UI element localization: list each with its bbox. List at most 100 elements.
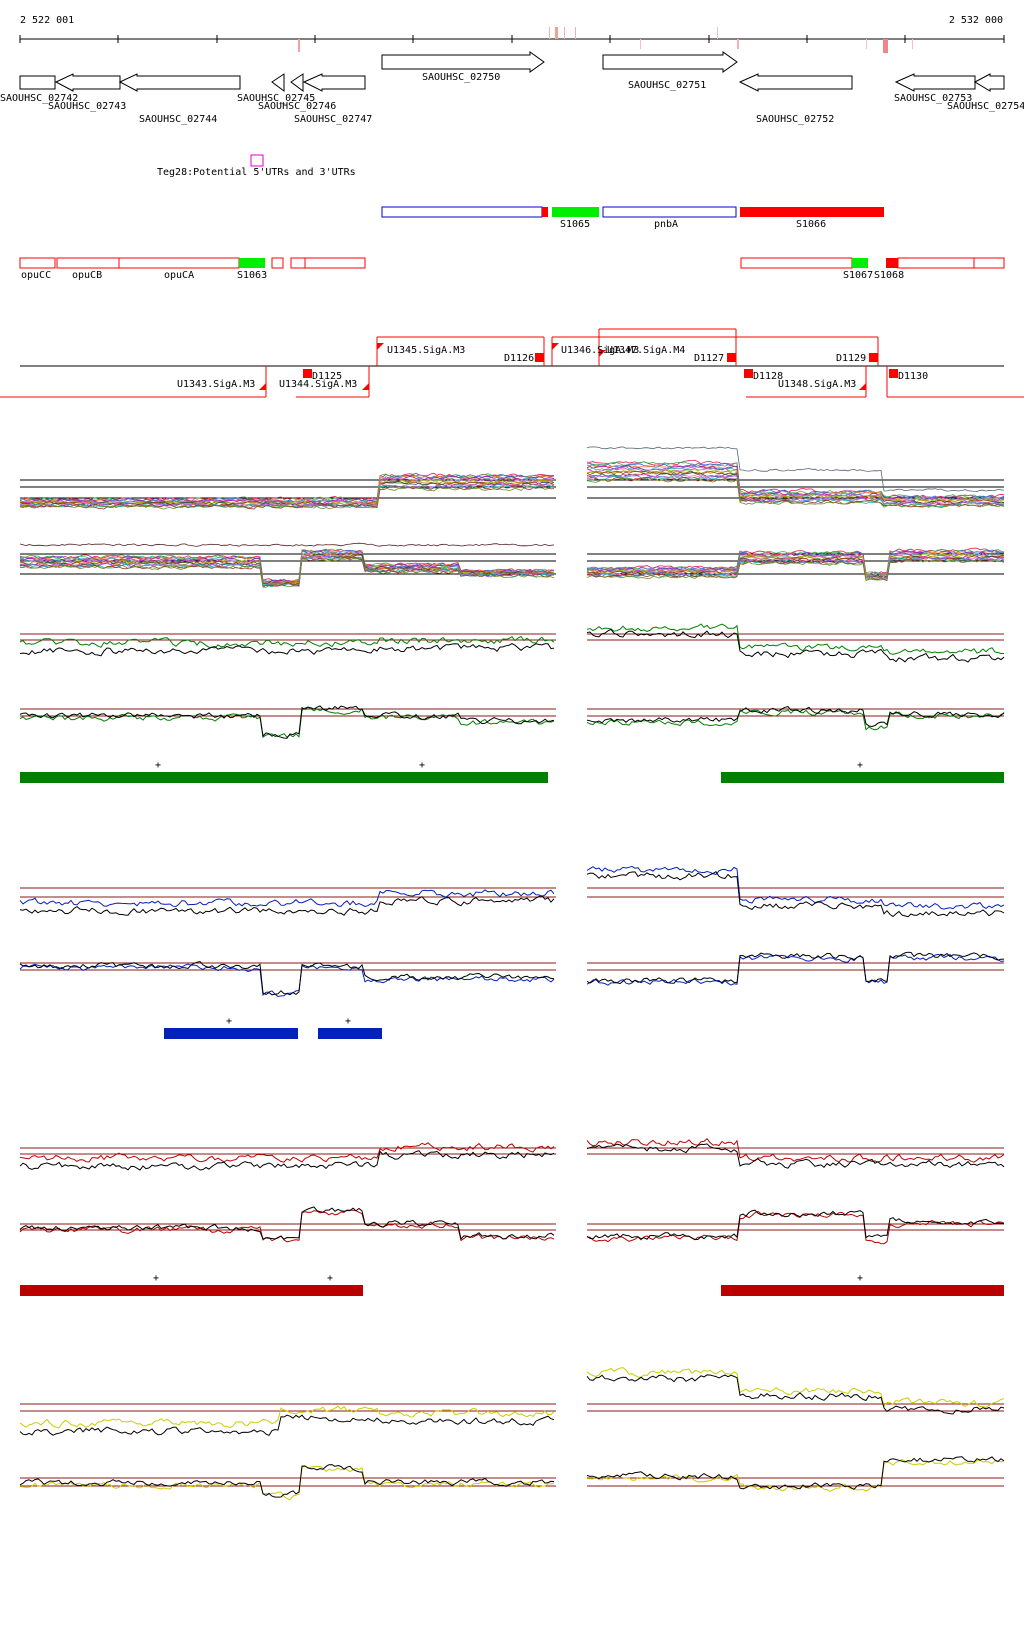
promoter-flag[interactable] [259, 383, 266, 390]
coordinate-ruler: 2 522 001 2 532 000 [19, 15, 1005, 53]
promoter-flag[interactable] [552, 343, 559, 350]
strand-trace [19, 635, 555, 649]
sample-trace [19, 483, 555, 508]
teg28-marker[interactable] [250, 154, 264, 167]
strand-trace [586, 1143, 1005, 1169]
strand-trace [587, 1458, 1005, 1492]
plus-mark: + [153, 1273, 159, 1284]
sample-trace [19, 550, 555, 584]
red-segment-bar[interactable] [20, 1285, 363, 1296]
segment[interactable] [271, 257, 284, 269]
gene-arrow-02754[interactable] [973, 73, 1005, 92]
gene-label: SAOUHSC_02745 [237, 93, 315, 104]
sample-trace [586, 553, 1005, 578]
strand-trace [586, 1456, 1005, 1491]
segment[interactable] [304, 257, 366, 269]
gene-arrow-02753[interactable] [894, 73, 976, 92]
strand-trace [586, 1210, 1005, 1245]
sample-trace [19, 486, 555, 510]
segment-label: opuCA [164, 270, 194, 281]
sample-trace [19, 549, 555, 584]
gene-arrow-02747[interactable] [302, 73, 366, 92]
teg28-label: Teg28:Potential 5'UTRs and 3'UTRs [157, 167, 356, 178]
promoter-flag[interactable] [859, 383, 866, 390]
segment[interactable] [897, 257, 975, 269]
sample-trace [586, 558, 1005, 582]
terminator-block[interactable] [889, 369, 898, 378]
gene-arrow-02752[interactable] [738, 73, 853, 92]
blue-segment-bar[interactable] [318, 1028, 382, 1039]
segment-label: S1065 [560, 219, 590, 230]
sample-trace [19, 481, 555, 508]
segment-s1065[interactable] [552, 207, 599, 217]
gene-arrow-02742[interactable] [19, 75, 56, 90]
sample-trace [19, 542, 555, 547]
strand-trace [586, 953, 1005, 986]
segment-s1066[interactable] [740, 207, 884, 217]
sample-trace [586, 557, 1005, 582]
segment[interactable] [973, 257, 1005, 269]
promoter-label: U1344.SigA.M3 [279, 379, 357, 390]
promoter-flag[interactable] [362, 383, 369, 390]
blue-segment-bar[interactable] [164, 1028, 298, 1039]
segment-label: S1063 [237, 270, 267, 281]
gene-label: SAOUHSC_02746 [258, 101, 336, 112]
promoter-flag[interactable] [377, 343, 384, 350]
plus-mark: + [226, 1016, 232, 1027]
promoter-label: U1347.SigA.M4 [607, 345, 685, 356]
strand-trace [586, 628, 1005, 663]
promoter-flag[interactable] [599, 350, 606, 357]
sample-trace [586, 468, 1005, 503]
strand-trace [586, 623, 1004, 655]
gene-label: SAOUHSC_02752 [756, 114, 834, 125]
plus-mark: + [327, 1273, 333, 1284]
sample-trace [19, 553, 555, 585]
terminator-block[interactable] [535, 353, 544, 362]
regulatory-track: U1343.SigA.M3 U1344.SigA.M3 U1345.SigA.M… [0, 328, 1024, 398]
gene-label: SAOUHSC_02747 [294, 114, 372, 125]
strand-trace [19, 963, 555, 998]
gene-arrow-02750[interactable] [381, 51, 545, 73]
segment[interactable] [542, 207, 548, 217]
segment-pnba[interactable] [602, 206, 737, 218]
strand-trace [586, 1367, 1005, 1409]
strand-trace [19, 1414, 555, 1437]
strand-trace [586, 871, 1005, 918]
strand-trace [19, 895, 555, 916]
plus-mark: + [345, 1016, 351, 1027]
terminator-block[interactable] [303, 369, 312, 378]
terminator-block[interactable] [744, 369, 753, 378]
green-segment-bar[interactable] [20, 772, 548, 783]
terminator-block[interactable] [727, 353, 736, 362]
segment-label: S1067 [843, 270, 873, 281]
red-segment-bar[interactable] [721, 1285, 1004, 1296]
gene-arrow-02746[interactable] [290, 73, 304, 92]
terminator-label: D1125 [312, 371, 342, 382]
segment-opuca[interactable] [118, 257, 240, 269]
segment[interactable] [740, 257, 853, 269]
segment-label: S1066 [796, 219, 826, 230]
segment-track-bottom: opuCC opuCB opuCA S1063 S1067 S1068 [19, 257, 1005, 281]
segment[interactable] [381, 206, 543, 218]
gene-label: SAOUHSC_02751 [628, 80, 706, 91]
strand-trace [19, 1464, 555, 1498]
gene-arrow-02743[interactable] [54, 73, 121, 92]
plus-mark: + [857, 1273, 863, 1284]
segment-opucb[interactable] [56, 257, 120, 269]
promoter-label: U1345.SigA.M3 [387, 345, 465, 356]
segment-s1068[interactable] [886, 258, 898, 268]
segment-s1063[interactable] [239, 258, 265, 268]
terminator-block[interactable] [869, 353, 878, 362]
gene-arrow-02745[interactable] [271, 73, 285, 92]
green-segment-bar[interactable] [721, 772, 1004, 783]
coord-end: 2 532 000 [949, 15, 1003, 26]
strand-trace [586, 865, 1005, 910]
segment-opucc[interactable] [19, 257, 56, 269]
gene-arrow-02751[interactable] [602, 51, 738, 73]
segment[interactable] [290, 257, 306, 269]
strand-trace [586, 1137, 1005, 1163]
gene-arrow-02744[interactable] [118, 73, 241, 92]
strand-trace [19, 1142, 555, 1163]
segment-s1067[interactable] [852, 258, 868, 268]
